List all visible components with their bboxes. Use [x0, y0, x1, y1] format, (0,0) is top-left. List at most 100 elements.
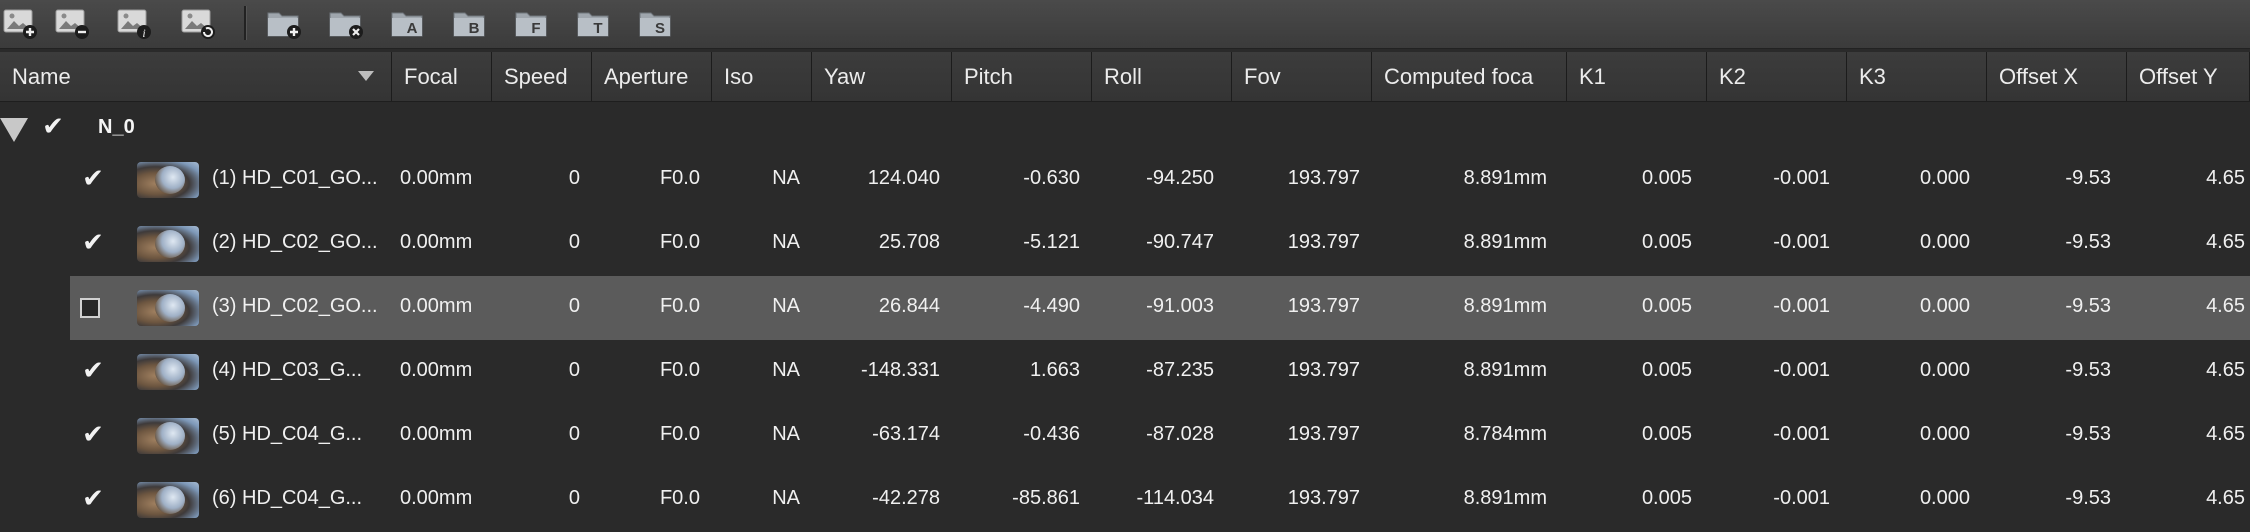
svg-text:F: F: [531, 20, 540, 37]
k1-value: 0.005: [1641, 359, 1692, 381]
table-row[interactable]: ✔ (6) HD_C04_G... 0.00mm 0 F0.0 NA -42.278 -85.…: [0, 468, 2250, 532]
column-header-computed-foca[interactable]: Computed foca: [1372, 52, 1567, 101]
pitch-value: -85.861: [1012, 487, 1080, 509]
yaw-value: 124.040: [867, 167, 940, 189]
focal-value: 0.00mm: [400, 167, 473, 189]
k3-value: 0.000: [1919, 359, 1970, 381]
column-header-label: K1: [1579, 64, 1606, 89]
offset-y-value: 4.65: [2206, 423, 2245, 445]
folder-tag-icon[interactable]: B: [450, 4, 490, 42]
row-checkbox[interactable]: [80, 298, 100, 318]
fov-value: 193.797: [1287, 423, 1360, 445]
offset-x-value: -9.53: [2065, 359, 2111, 381]
folder-tag-icon[interactable]: F: [512, 4, 552, 42]
image-remove-icon[interactable]: [52, 4, 92, 42]
roll-value: -94.250: [1146, 167, 1214, 189]
disclosure-triangle-icon[interactable]: [0, 118, 28, 142]
row-checkbox[interactable]: ✔: [82, 228, 104, 258]
k1-value: 0.005: [1641, 167, 1692, 189]
column-header-label: Aperture: [604, 64, 689, 89]
column-header-label: Pitch: [964, 64, 1013, 89]
pitch-value: -4.490: [1023, 295, 1080, 317]
table-row[interactable]: ✔ (4) HD_C03_G... 0.00mm 0 F0.0 NA -148.331 1.6…: [0, 340, 2250, 404]
column-header-pitch[interactable]: Pitch: [952, 52, 1092, 101]
folder-add-icon[interactable]: [264, 4, 304, 42]
table-row[interactable]: ✔ (2) HD_C02_GO... 0.00mm 0 F0.0 NA 25.708 -5.1…: [0, 212, 2250, 276]
image-name: (4) HD_C03_G...: [212, 359, 363, 381]
folder-tag-icon[interactable]: A: [388, 4, 428, 42]
group-row[interactable]: ✔ N_0: [0, 102, 2250, 152]
k1-value: 0.005: [1641, 295, 1692, 317]
fov-value: 193.797: [1287, 231, 1360, 253]
row-checkbox[interactable]: ✔: [82, 484, 104, 514]
column-header-aperture[interactable]: Aperture: [592, 52, 712, 101]
focal-value: 0.00mm: [400, 295, 473, 317]
group-checkbox[interactable]: ✔: [42, 112, 64, 142]
column-header-k1[interactable]: K1: [1567, 52, 1707, 101]
k1-value: 0.005: [1641, 423, 1692, 445]
svg-text:T: T: [593, 20, 602, 37]
folder-tag-icon[interactable]: T: [574, 4, 614, 42]
fov-value: 193.797: [1287, 359, 1360, 381]
offset-x-value: -9.53: [2065, 487, 2111, 509]
image-thumbnail: [137, 482, 199, 518]
speed-value: 0: [568, 487, 580, 509]
column-header-label: Offset X: [1999, 64, 2079, 89]
k1-value: 0.005: [1641, 231, 1692, 253]
column-header-label: Fov: [1244, 64, 1281, 89]
folder-remove-icon[interactable]: [326, 4, 366, 42]
image-add-icon[interactable]: [0, 4, 40, 42]
k3-value: 0.000: [1919, 295, 1970, 317]
table-row[interactable]: ✔ (5) HD_C04_G... 0.00mm 0 F0.0 NA -63.174 -0.4…: [0, 404, 2250, 468]
column-header-offset-y[interactable]: Offset Y: [2127, 52, 2250, 101]
table-header: Name Focal Speed Aperture Iso Yaw Pitch Roll Fov…: [0, 52, 2250, 102]
computed-focal-value: 8.784mm: [1463, 423, 1547, 445]
aperture-value: F0.0: [659, 167, 700, 189]
k2-value: -0.001: [1773, 423, 1830, 445]
column-header-k2[interactable]: K2: [1707, 52, 1847, 101]
svg-text:B: B: [469, 20, 480, 37]
column-header-fov[interactable]: Fov: [1232, 52, 1372, 101]
column-header-label: Name: [12, 64, 71, 89]
speed-value: 0: [568, 423, 580, 445]
offset-x-value: -9.53: [2065, 295, 2111, 317]
column-header-label: Iso: [724, 64, 754, 89]
row-checkbox[interactable]: ✔: [82, 356, 104, 386]
column-header-yaw[interactable]: Yaw: [812, 52, 952, 101]
offset-x-value: -9.53: [2065, 423, 2111, 445]
aperture-value: F0.0: [659, 231, 700, 253]
column-header-iso[interactable]: Iso: [712, 52, 812, 101]
focal-value: 0.00mm: [400, 487, 473, 509]
column-header-speed[interactable]: Speed: [492, 52, 592, 101]
selection-highlight: [70, 276, 2250, 340]
column-header-name[interactable]: Name: [0, 52, 392, 101]
roll-value: -87.028: [1146, 423, 1214, 445]
column-header-focal[interactable]: Focal: [392, 52, 492, 101]
image-thumbnail: [137, 418, 199, 454]
yaw-value: 26.844: [878, 295, 940, 317]
k2-value: -0.001: [1773, 295, 1830, 317]
table-row[interactable]: ✔ (1) HD_C01_GO... 0.00mm 0 F0.0 NA 124.040 -0.…: [0, 148, 2250, 212]
iso-value: NA: [772, 295, 800, 317]
image-name: (1) HD_C01_GO...: [212, 167, 378, 189]
column-header-roll[interactable]: Roll: [1092, 52, 1232, 101]
aperture-value: F0.0: [659, 423, 700, 445]
aperture-value: F0.0: [659, 295, 700, 317]
focal-value: 0.00mm: [400, 231, 473, 253]
image-refresh-icon[interactable]: [178, 4, 218, 42]
sort-arrow-icon[interactable]: [358, 71, 374, 81]
fov-value: 193.797: [1287, 295, 1360, 317]
column-header-k3[interactable]: K3: [1847, 52, 1987, 101]
image-info-icon[interactable]: i: [114, 4, 154, 42]
folder-tag-icon[interactable]: S: [636, 4, 676, 42]
table-row[interactable]: (3) HD_C02_GO... 0.00mm 0 F0.0 NA 26.844 -4.49…: [0, 276, 2250, 340]
row-checkbox[interactable]: ✔: [82, 164, 104, 194]
row-checkbox[interactable]: ✔: [82, 420, 104, 450]
focal-value: 0.00mm: [400, 423, 473, 445]
column-header-label: Roll: [1104, 64, 1142, 89]
image-name: (6) HD_C04_G...: [212, 487, 363, 509]
column-header-offset-x[interactable]: Offset X: [1987, 52, 2127, 101]
iso-value: NA: [772, 423, 800, 445]
fov-value: 193.797: [1287, 167, 1360, 189]
k2-value: -0.001: [1773, 167, 1830, 189]
